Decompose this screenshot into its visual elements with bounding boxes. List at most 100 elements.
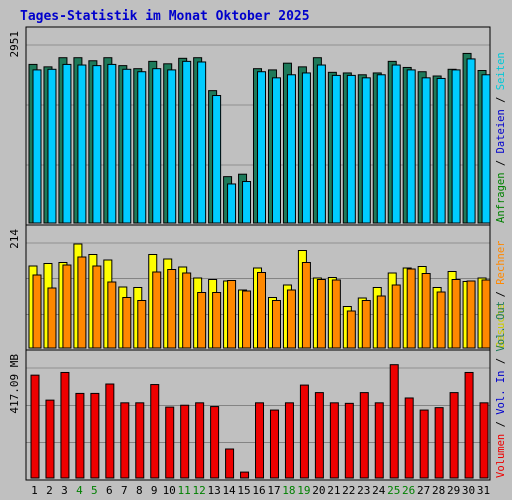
bar-volumen-30 xyxy=(464,371,474,479)
x-tick-label: 20 xyxy=(312,484,325,497)
x-tick-label: 17 xyxy=(267,484,280,497)
panel-frame xyxy=(25,349,491,481)
x-tick-label: 30 xyxy=(462,484,475,497)
x-tick-label: 9 xyxy=(151,484,158,497)
bar-rechner-17 xyxy=(271,300,281,349)
panel-top: 2951 Anfragen / Dateien / Seiten xyxy=(8,26,507,226)
bar-dateien-18 xyxy=(286,74,296,224)
bar-dateien-26 xyxy=(406,69,416,224)
bar-volumen-8 xyxy=(135,402,145,479)
bar-volumen-29 xyxy=(449,392,459,479)
bar-dateien-3 xyxy=(62,63,72,224)
bar-volumen-15 xyxy=(240,471,250,479)
bar-dateien-7 xyxy=(122,68,132,224)
legend-part: / xyxy=(495,285,507,304)
x-axis: 1 2 3 4 5 6 7 8 9 10 11 12 13 14 15 16 17 18 19 20 21 22 23 24 2… xyxy=(31,484,490,497)
bar-rechner-4 xyxy=(77,256,87,349)
bar-volumen-19 xyxy=(299,384,309,479)
legend-part: Dateien xyxy=(495,109,507,153)
legend-part: / xyxy=(495,352,507,371)
bar-volumen-20 xyxy=(314,392,324,479)
bar-rechner-12 xyxy=(197,292,207,349)
legend-part: Seiten xyxy=(495,52,507,90)
bar-dateien-10 xyxy=(167,69,177,224)
bar-volumen-25 xyxy=(389,364,399,479)
side-legend: Besuche / Rechner xyxy=(495,241,507,349)
bar-dateien-29 xyxy=(451,69,461,224)
x-tick-label: 27 xyxy=(417,484,430,497)
legend-part: Vol. In xyxy=(495,371,507,415)
x-tick-label: 8 xyxy=(136,484,143,497)
x-tick-label: 19 xyxy=(297,484,310,497)
bar-dateien-14 xyxy=(227,183,237,224)
series-rechner xyxy=(32,256,491,349)
x-tick-label: 14 xyxy=(222,484,236,497)
bar-volumen-28 xyxy=(434,407,444,479)
bar-dateien-13 xyxy=(212,95,222,224)
x-tick-label: 28 xyxy=(432,484,445,497)
bar-volumen-12 xyxy=(195,402,205,479)
bar-dateien-24 xyxy=(376,74,386,224)
bar-volumen-27 xyxy=(419,409,429,479)
bar-volumen-2 xyxy=(45,399,55,479)
bar-rechner-19 xyxy=(301,262,311,349)
bar-volumen-31 xyxy=(479,402,489,479)
legend-part: / xyxy=(495,90,507,109)
legend-part: Anfragen xyxy=(495,172,507,223)
bar-rechner-29 xyxy=(451,279,461,349)
x-tick-label: 2 xyxy=(46,484,53,497)
legend-part: Volumen xyxy=(495,434,507,478)
bar-volumen-18 xyxy=(284,402,294,479)
bar-rechner-30 xyxy=(466,280,476,349)
bar-volumen-17 xyxy=(269,409,279,479)
bar-rechner-3 xyxy=(62,264,72,349)
side-legend: Anfragen / Dateien / Seiten xyxy=(495,52,507,223)
bar-dateien-12 xyxy=(197,61,207,224)
bar-volumen-3 xyxy=(60,371,70,479)
x-tick-label: 6 xyxy=(106,484,113,497)
bar-dateien-27 xyxy=(421,77,431,224)
x-tick-label: 21 xyxy=(327,484,340,497)
bar-dateien-21 xyxy=(331,74,341,224)
x-tick-label: 16 xyxy=(252,484,265,497)
x-tick-label: 5 xyxy=(91,484,98,497)
bar-rechner-23 xyxy=(361,300,371,349)
bar-dateien-1 xyxy=(32,69,42,224)
panels-group: 2951 Anfragen / Dateien / Seiten 214 Besuch… xyxy=(8,26,507,481)
legend-part: Vol. Out xyxy=(495,301,507,352)
x-tick-label: 31 xyxy=(477,484,490,497)
y-max-label: 214 xyxy=(8,229,21,249)
x-tick-label: 25 xyxy=(387,484,400,497)
bar-dateien-8 xyxy=(137,71,147,224)
bar-volumen-4 xyxy=(75,392,85,479)
legend-part: / xyxy=(495,153,507,172)
side-legend: Volumen / Vol. In / Vol. Out xyxy=(495,301,507,478)
bar-rechner-11 xyxy=(182,272,192,349)
bar-rechner-22 xyxy=(346,310,356,349)
bar-dateien-5 xyxy=(92,65,102,224)
bar-dateien-9 xyxy=(152,68,162,224)
x-tick-label: 10 xyxy=(163,484,176,497)
bar-volumen-1 xyxy=(30,374,40,479)
x-tick-label: 23 xyxy=(357,484,370,497)
bar-dateien-25 xyxy=(391,64,401,224)
bar-rechner-6 xyxy=(107,281,117,349)
y-max-label: 2951 xyxy=(8,31,21,58)
bar-volumen-23 xyxy=(359,392,369,479)
x-tick-label: 22 xyxy=(342,484,355,497)
x-tick-label: 11 xyxy=(178,484,191,497)
bar-dateien-4 xyxy=(77,64,87,224)
bar-volumen-9 xyxy=(150,384,160,479)
x-tick-label: 26 xyxy=(402,484,415,497)
x-tick-label: 3 xyxy=(61,484,68,497)
bar-dateien-16 xyxy=(257,71,267,224)
y-max-label: 417.09 MB xyxy=(8,354,21,414)
x-tick-label: 4 xyxy=(76,484,83,497)
bar-rechner-14 xyxy=(227,280,237,349)
bar-volumen-26 xyxy=(404,397,414,479)
series-volumen xyxy=(30,364,489,479)
bar-rechner-1 xyxy=(32,274,42,349)
x-tick-label: 15 xyxy=(237,484,250,497)
bar-rechner-25 xyxy=(391,284,401,349)
bar-rechner-27 xyxy=(421,273,431,349)
